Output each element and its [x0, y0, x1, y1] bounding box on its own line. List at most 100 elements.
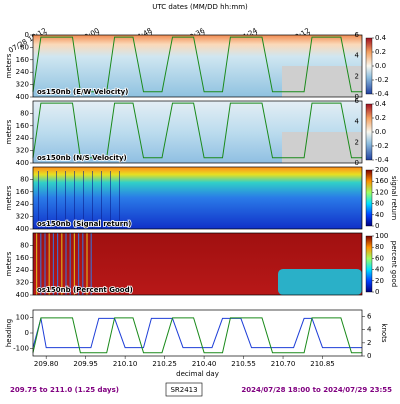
y2-tick-label: 2 [367, 339, 371, 347]
y-axis-label: meters [5, 185, 13, 210]
streak [52, 233, 54, 295]
colorbar-tick-label: 0 [375, 222, 379, 230]
x-tick-label: 210.40 [192, 360, 217, 368]
colorbar-tick-label: -0.2 [375, 76, 389, 84]
y-tick-label: 400 [16, 159, 29, 167]
x-tick-label: 210.10 [113, 360, 138, 368]
streak [78, 233, 80, 295]
streak [57, 233, 59, 295]
y-tick-label: 400 [16, 291, 29, 299]
series-line [32, 102, 362, 159]
streak [65, 171, 66, 229]
x-tick-label: 210.85 [310, 360, 335, 368]
y-tick-label: 240 [16, 68, 29, 76]
y2-tick-label: 2 [355, 138, 359, 146]
x-tick-label: 209.95 [73, 360, 98, 368]
streak [86, 233, 88, 295]
colorbar-tick-label: 0 [375, 288, 379, 296]
x-tick-label: 210.25 [152, 360, 177, 368]
panel-frame [32, 309, 363, 357]
y2-label: knots [380, 323, 388, 343]
y-tick-label: 0 [25, 31, 29, 39]
y2-tick-label: 2 [355, 72, 359, 80]
panel-frame [32, 100, 363, 164]
y-tick-label: 320 [16, 213, 29, 221]
streak [101, 171, 102, 229]
series-line [32, 36, 362, 93]
colorbar-tick-label: 80 [375, 200, 384, 208]
colorbar-tick-label: 40 [375, 211, 384, 219]
y-axis-label: meters [5, 53, 13, 78]
colorbar-tick-label: 160 [375, 177, 388, 185]
y-tick-label: 240 [16, 266, 29, 274]
streak [82, 233, 84, 295]
panel-frame [32, 166, 363, 230]
y-axis-label: heading [5, 319, 13, 347]
colorbar-tick-label: 0.0 [375, 62, 386, 70]
colorbar-tick-label: 0.2 [375, 114, 386, 122]
panel-frame [32, 34, 363, 98]
y2-tick-label: 0 [367, 352, 371, 360]
streak [74, 171, 75, 229]
streak [69, 233, 71, 295]
y-tick-label: 80 [20, 43, 29, 51]
y-tick-label: 80 [20, 109, 29, 117]
colorbar-tick-label: -0.2 [375, 142, 389, 150]
colorbar-tick-label: 0.4 [375, 100, 387, 108]
colorbar-tick-label: 20 [375, 277, 384, 285]
heatmap-field [33, 167, 362, 229]
streak [44, 233, 46, 295]
footer-range: 209.75 to 211.0 (1.25 days) [10, 386, 119, 394]
blob [278, 268, 362, 295]
colorbar-tick-label: 100 [375, 232, 388, 240]
y-tick-label: 240 [16, 134, 29, 142]
streak [90, 233, 92, 295]
cruise-box [165, 382, 203, 397]
series-line [32, 317, 362, 349]
colorbar-tick-label: 80 [375, 243, 384, 251]
x-tick-label: 210.70 [271, 360, 296, 368]
colorbar-tick-label: -0.4 [375, 156, 389, 164]
colorbar-tick-label: -0.4 [375, 90, 389, 98]
colorbar-tick-label: 0.4 [375, 34, 387, 42]
colorbar-tick-label: 40 [375, 266, 384, 274]
panel-label: os150nb (Percent Good) [37, 286, 133, 294]
colorbar-tick-label: 60 [375, 254, 384, 262]
x-tick-label: 210.55 [231, 360, 256, 368]
y-tick-label: 0 [25, 329, 29, 337]
colorbar [365, 103, 373, 161]
y-tick-label: 400 [16, 93, 29, 101]
y-axis-label: meters [5, 251, 13, 276]
y-tick-label: 240 [16, 200, 29, 208]
top-axis-title: UTC dates (MM/DD hh:mm) [152, 3, 248, 11]
y-tick-label: 80 [20, 175, 29, 183]
colorbar-label: percent good [390, 241, 398, 288]
streak [61, 233, 63, 295]
streak [73, 233, 75, 295]
y-axis-label: meters [5, 119, 13, 144]
footer-dates: 2024/07/28 18:00 to 2024/07/29 23:55 [241, 386, 392, 394]
y-tick-label: 100 [16, 314, 29, 322]
streak [83, 171, 84, 229]
y2-tick-label: 4 [355, 118, 360, 126]
y-tick-label: 320 [16, 147, 29, 155]
panel-label: os150nb (E/W Velocity) [37, 88, 128, 96]
y-tick-label: 400 [16, 225, 29, 233]
y-tick-label: 320 [16, 279, 29, 287]
y-tick-label: -100 [13, 344, 29, 352]
y-tick-label: 160 [16, 122, 29, 130]
footer-cruise: SR2413 [170, 386, 197, 394]
x-tick-label: 209.80 [34, 360, 59, 368]
y-tick-label: 160 [16, 56, 29, 64]
streak [38, 171, 39, 229]
panel-label: os150nb (N/S Velocity) [37, 154, 127, 162]
colorbar [365, 235, 373, 293]
y-tick-label: 160 [16, 188, 29, 196]
panel-frame [32, 232, 363, 296]
series-line [32, 317, 362, 354]
y2-tick-label: 6 [367, 313, 372, 321]
streak [48, 233, 50, 295]
y2-tick-label: 4 [367, 326, 372, 334]
streak [65, 233, 67, 295]
